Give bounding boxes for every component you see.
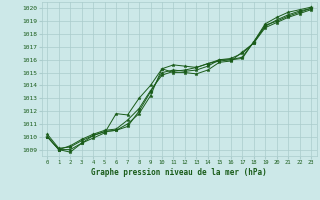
- X-axis label: Graphe pression niveau de la mer (hPa): Graphe pression niveau de la mer (hPa): [91, 168, 267, 177]
